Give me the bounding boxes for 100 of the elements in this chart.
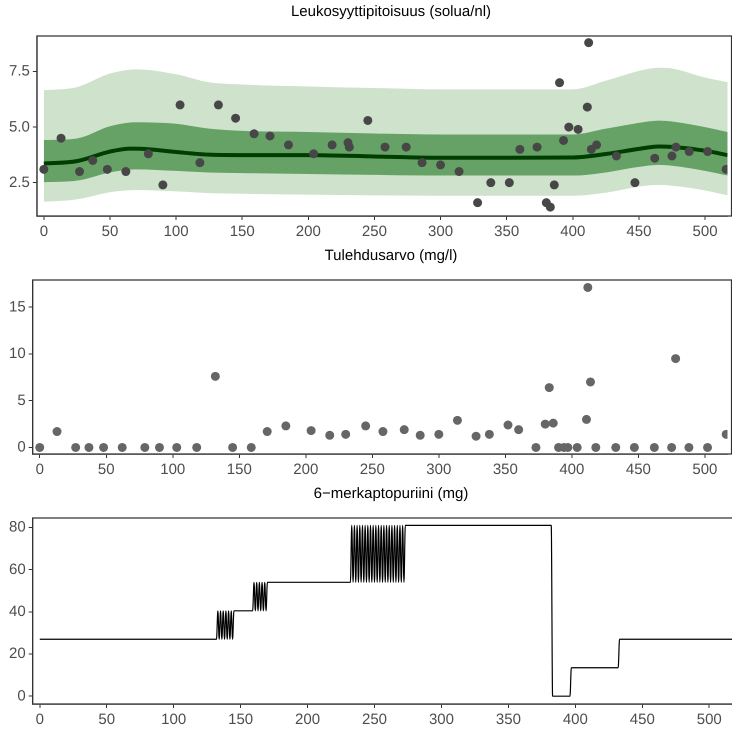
point — [434, 430, 444, 439]
x-tick-label: 150 — [230, 223, 255, 240]
x-tick-label: 300 — [426, 461, 452, 478]
point — [684, 442, 694, 452]
point — [550, 180, 559, 190]
point — [75, 167, 84, 176]
point — [548, 418, 558, 428]
point — [344, 142, 354, 152]
point — [703, 442, 712, 452]
point — [380, 142, 390, 152]
point — [532, 142, 542, 152]
x-tick-label: 300 — [428, 223, 454, 240]
point — [583, 282, 592, 292]
x-tick-label: 400 — [560, 223, 586, 240]
x-tick-label: 100 — [164, 223, 189, 240]
point — [515, 144, 524, 154]
y-tick-label: 5.0 — [8, 118, 30, 136]
point — [591, 442, 600, 452]
point — [121, 167, 130, 176]
point — [195, 158, 204, 168]
x-tick-label: 500 — [696, 711, 722, 728]
point — [630, 442, 639, 452]
y-tick-label: 80 — [8, 518, 26, 536]
point — [39, 164, 48, 174]
point — [667, 442, 676, 452]
point — [416, 430, 425, 440]
point — [582, 102, 592, 112]
point — [586, 377, 595, 386]
point — [574, 124, 583, 134]
point — [400, 425, 409, 434]
point — [436, 160, 446, 170]
y-tick-label: 15 — [8, 298, 26, 316]
point — [158, 180, 168, 190]
x-tick-label: 400 — [559, 461, 584, 478]
point — [671, 142, 680, 152]
x-tick-label: 0 — [36, 711, 44, 728]
point — [402, 142, 411, 152]
point — [378, 427, 388, 436]
point — [172, 442, 182, 452]
x-tick-label: 50 — [98, 461, 115, 478]
point — [56, 134, 66, 143]
x-tick-label: 200 — [295, 711, 320, 728]
point — [140, 442, 150, 452]
point — [473, 198, 482, 208]
point — [667, 152, 676, 160]
x-tick-label: 350 — [492, 461, 518, 478]
x-tick-label: 50 — [102, 223, 118, 240]
point — [504, 420, 512, 430]
point — [486, 178, 496, 188]
point — [531, 442, 540, 452]
x-tick-label: 200 — [293, 461, 318, 478]
chart-title: Leukosyyttipitoisuus (solua/nl) — [290, 2, 492, 22]
point — [265, 132, 274, 140]
point — [361, 421, 370, 430]
point — [559, 136, 568, 145]
x-tick-label: 500 — [692, 461, 718, 478]
point — [246, 442, 256, 452]
point — [281, 421, 290, 430]
y-tick-label: 7.5 — [8, 62, 30, 80]
x-tick-label: 350 — [494, 223, 520, 240]
point — [452, 416, 462, 425]
point — [84, 442, 94, 452]
x-tick-label: 500 — [692, 223, 718, 240]
x-tick-label: 200 — [296, 223, 321, 240]
point — [418, 158, 427, 168]
point — [546, 202, 555, 212]
x-tick-label: 100 — [161, 711, 186, 728]
y-tick-label: 10 — [8, 345, 26, 362]
point — [35, 442, 44, 452]
x-tick-label: 150 — [228, 711, 254, 728]
x-tick-label: 50 — [98, 711, 116, 728]
point — [102, 164, 112, 174]
x-tick-label: 350 — [496, 711, 521, 728]
point — [154, 442, 164, 452]
point — [309, 149, 318, 158]
point — [504, 178, 514, 188]
point — [592, 140, 602, 150]
y-tick-label: 2.5 — [8, 174, 30, 191]
point — [630, 178, 640, 188]
point — [88, 156, 98, 165]
point — [572, 442, 582, 452]
point — [514, 425, 524, 434]
point — [231, 114, 240, 123]
point — [325, 430, 334, 440]
x-tick-label: 250 — [362, 223, 387, 240]
x-tick-label: 400 — [562, 711, 588, 728]
point — [306, 426, 316, 436]
point — [540, 420, 550, 429]
line-series — [39, 524, 732, 697]
x-tick-label: 0 — [36, 461, 44, 478]
chart-title: Tulehdusarvo (mg/l) — [324, 246, 458, 266]
point — [214, 100, 223, 110]
point — [250, 129, 259, 138]
point — [71, 442, 80, 452]
x-tick-label: 250 — [362, 711, 388, 728]
point — [328, 140, 337, 150]
point — [555, 78, 564, 88]
x-tick-label: 300 — [428, 711, 454, 728]
chart-title: 6−merkaptopuriini (mg) — [312, 484, 470, 504]
point — [584, 38, 594, 48]
